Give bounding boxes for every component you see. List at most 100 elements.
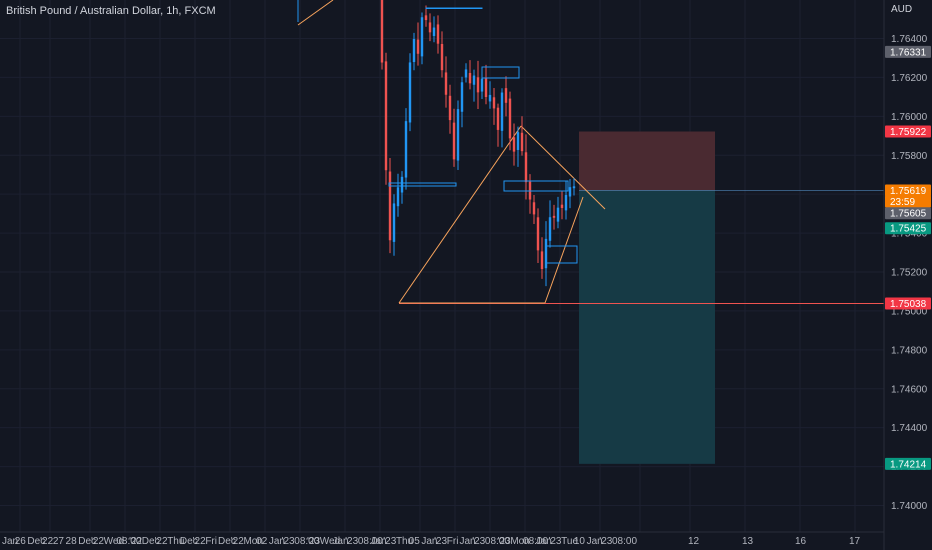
time-tick-label: 05 [409,536,421,547]
time-tick-label: Dec [218,536,236,547]
candle-body [472,75,476,85]
trend-line [520,125,606,210]
candle-body [476,77,480,93]
price-label-text: 23:59 [890,197,915,208]
candle-body [512,137,516,152]
candle-body [436,24,440,44]
price-label-text: 1.75619 [890,186,927,197]
time-tick-label: 08:00 [523,536,548,547]
drawn-rectangle [545,245,578,264]
price-tick-label: 1.76400 [891,34,928,45]
time-tick-label: Jan [421,536,437,547]
candle-body [572,186,576,189]
candle-body [536,217,540,251]
price-label-text: 1.75425 [890,224,927,235]
candle-body [520,132,524,152]
time-tick-label: '23 [498,536,511,547]
price-label-box [885,184,931,197]
price-tick-label: 1.74400 [891,423,928,434]
time-tick-label: Jan [2,536,18,547]
price-tick-label: 1.76000 [891,112,928,123]
price-label-box [885,125,931,138]
time-tick-label: Dec [27,536,45,547]
time-tick-label: 08:00 [358,536,383,547]
candle-body [496,107,500,130]
time-tick-label: '22 [231,536,244,547]
price-label-text: 1.75605 [890,209,927,220]
time-tick-label: 28 [66,536,78,547]
candle-body [420,17,424,57]
price-label-text: 1.75922 [890,127,927,138]
candle-body [468,72,472,84]
time-tick-label: 08:00 [485,536,510,547]
time-tick-label: Jan [536,536,552,547]
candle-body [400,176,404,193]
drawn-rectangle [425,7,483,9]
candle-body [568,187,572,197]
time-tick-label: '23 [345,536,358,547]
time-tick-label: Mon [243,536,262,547]
time-tick-label: '23 [307,536,320,547]
price-label-box [885,457,931,470]
time-tick-label: '23 [282,536,295,547]
time-tick-label: Mon [510,536,529,547]
time-tick-label: '22 [40,536,53,547]
time-tick-label: 02 [256,536,268,547]
price-label-box [885,297,931,310]
candle-body [560,204,564,208]
candle-body [524,152,528,183]
time-tick-label: Jan [587,536,603,547]
time-tick-label: Dec [78,536,96,547]
symbol-title[interactable]: British Pound / Australian Dollar, 1h, F… [6,5,216,17]
time-tick-label: Fri [205,536,217,547]
candle-body [412,38,416,63]
time-tick-label: 08:00 [612,536,637,547]
price-tick-label: 1.74000 [891,501,928,512]
candle-body [508,98,512,139]
time-tick-label: Jan [460,536,476,547]
candle-body [540,251,544,270]
candle-body [500,92,504,131]
candle-body [404,121,408,178]
candle-body [480,78,484,92]
candle-body [432,27,436,36]
time-tick-label: '23 [548,536,561,547]
trend-line [544,196,584,304]
price-tick-label: 1.76200 [891,73,928,84]
candle-body [444,72,448,95]
price-axis: 1.764001.762001.760001.758001.756001.754… [883,0,931,550]
time-tick-label: 12 [688,536,700,547]
time-tick-label: Fri [447,536,459,547]
price-tick-label: 1.75000 [891,306,928,317]
time-tick-label: '22 [129,536,142,547]
time-tick-label: 27 [53,536,65,547]
time-tick-label: Dec [142,536,160,547]
candle-body [516,132,520,150]
trend-line [297,0,334,26]
candle-body [384,61,388,171]
candle-body [428,22,432,33]
time-tick-label: '23 [434,536,447,547]
currency-label: AUD [891,4,913,15]
price-label-box [885,195,931,208]
time-tick-label: 17 [849,536,861,547]
candle-body [456,109,460,161]
time-tick-label: Jan [269,536,285,547]
drawn-rectangle [388,182,457,187]
candle-body [440,43,444,71]
time-tick-label: Jan [371,536,387,547]
time-tick-label: 16 [795,536,807,547]
candle-body [484,77,488,98]
candle-body [388,171,392,241]
candle-body [532,202,536,215]
time-tick-label: '23 [599,536,612,547]
candle-body [396,187,400,207]
time-tick-label: 10 [574,536,586,547]
candle-body [504,88,508,103]
time-tick-label: '23 [383,536,396,547]
stop-loss-zone [579,131,715,191]
